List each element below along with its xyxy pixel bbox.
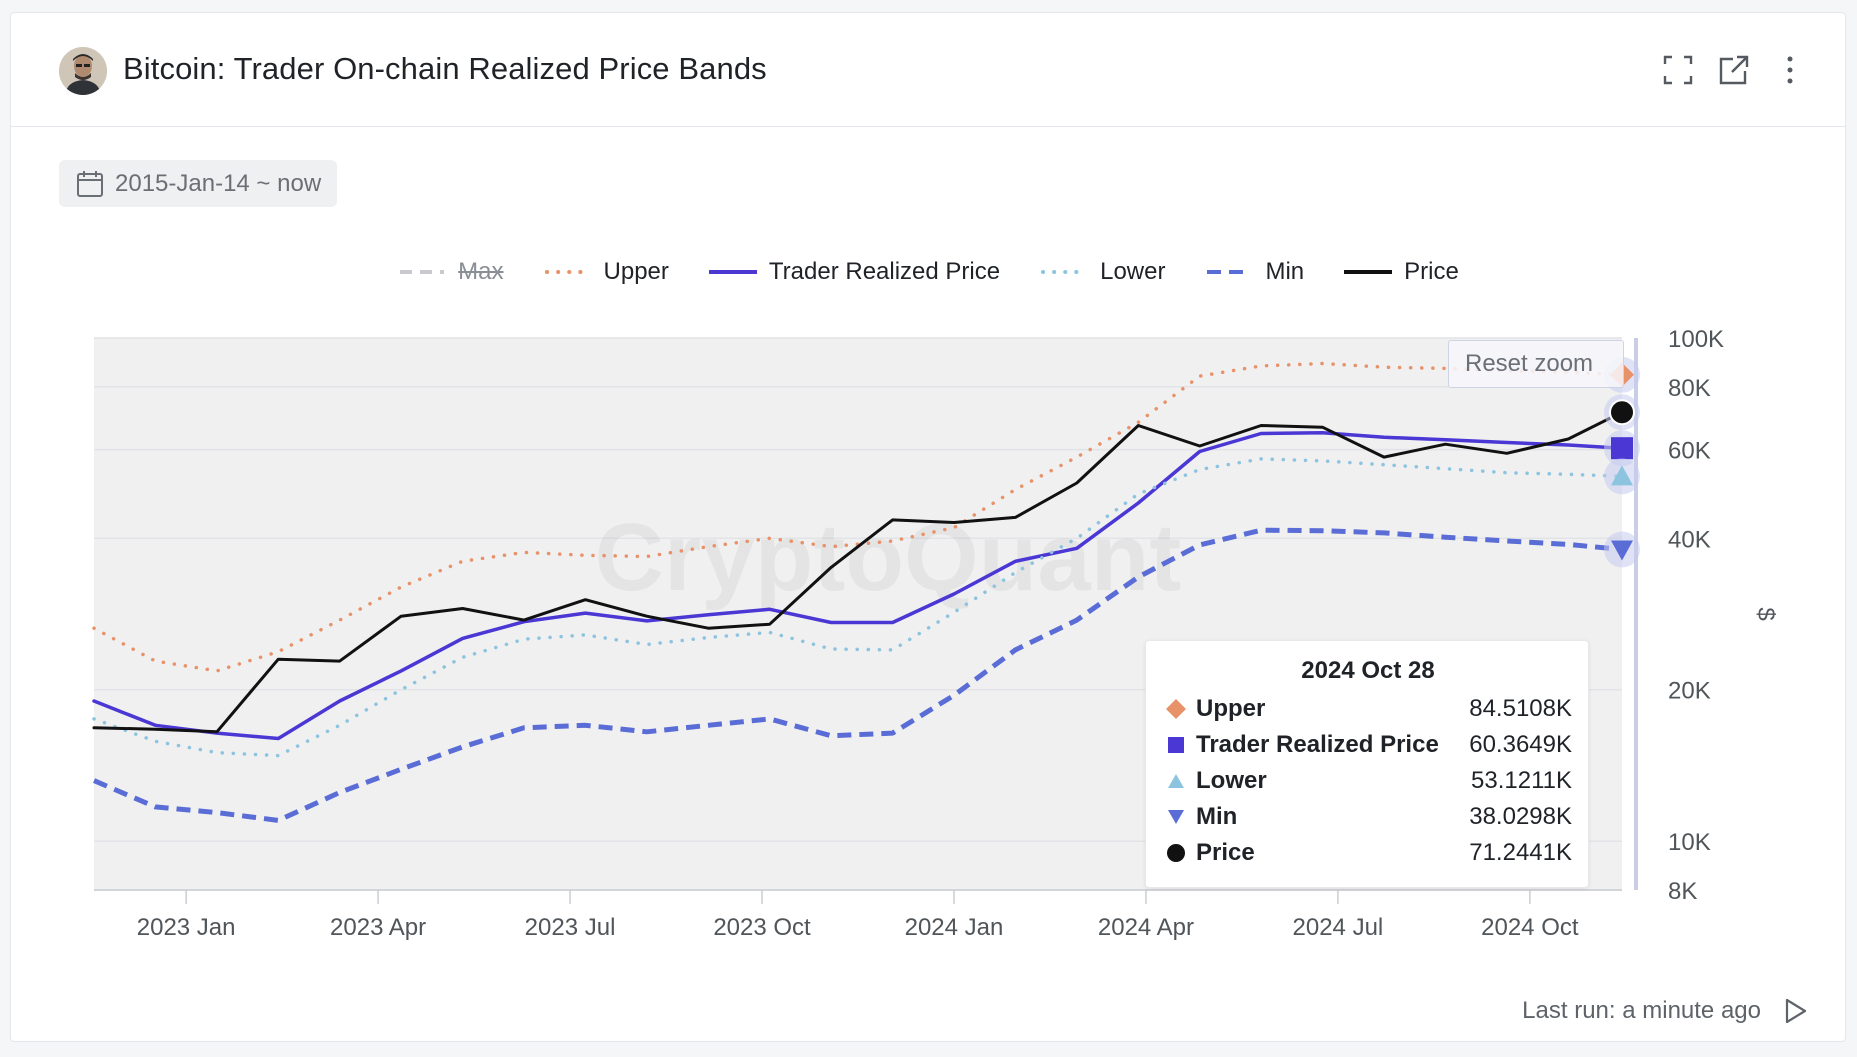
legend-item-upper[interactable]: Upper bbox=[544, 258, 669, 286]
y-tick-label: 80K bbox=[1668, 375, 1711, 402]
marker-min bbox=[1611, 540, 1633, 561]
x-tick-label: 2023 Apr bbox=[330, 914, 426, 941]
legend-item-lower[interactable]: Lower bbox=[1040, 258, 1165, 286]
legend-label-trader: Trader Realized Price bbox=[768, 258, 1001, 285]
x-tick-label: 2023 Jan bbox=[137, 914, 236, 941]
card-header: Bitcoin: Trader On-chain Realized Price … bbox=[11, 13, 1845, 127]
tooltip-value: 71.2441K bbox=[1469, 839, 1572, 866]
y-axis: 8K 10K 20K 40K 60K 80K 100K bbox=[1668, 326, 1724, 905]
x-tick-label: 2024 Apr bbox=[1098, 914, 1194, 941]
author-avatar[interactable] bbox=[59, 47, 107, 95]
diamond-icon bbox=[1164, 697, 1188, 721]
tooltip-row-trader: Trader Realized Price 60.3649K bbox=[1164, 727, 1572, 763]
legend-item-min[interactable]: Min bbox=[1205, 258, 1304, 286]
marker-trader bbox=[1611, 437, 1633, 460]
avatar-image bbox=[59, 47, 107, 95]
x-tick-label: 2024 Jul bbox=[1293, 914, 1384, 941]
fullscreen-icon[interactable] bbox=[1661, 53, 1695, 87]
y-tick-label: 10K bbox=[1668, 829, 1711, 856]
x-tick-label: 2023 Jul bbox=[525, 914, 616, 941]
triangle-down-icon bbox=[1164, 805, 1188, 829]
x-axis: 2023 Jan 2023 Apr 2023 Jul 2023 Oct 2024 Jan… bbox=[137, 890, 1579, 941]
legend-item-max[interactable]: Max bbox=[398, 258, 504, 286]
circle-icon bbox=[1164, 841, 1188, 865]
series-min[interactable] bbox=[93, 527, 1623, 823]
tooltip-date: 2024 Oct 28 bbox=[1301, 657, 1435, 684]
square-icon bbox=[1164, 733, 1188, 757]
x-tick-label: 2024 Jan bbox=[905, 914, 1004, 941]
date-range-picker[interactable]: 2015-Jan-14 ~ now bbox=[59, 160, 338, 207]
chart-tooltip: 2024 Oct 28 Upper 84.5108K Trader Realiz… bbox=[1145, 640, 1589, 888]
tooltip-value: 38.0298K bbox=[1469, 803, 1572, 830]
legend-label-min: Min bbox=[1265, 258, 1305, 285]
tooltip-value: 53.1211K bbox=[1471, 767, 1572, 794]
legend-item-trader[interactable]: Trader Realized Price bbox=[708, 258, 1001, 286]
more-vertical-icon[interactable] bbox=[1773, 53, 1807, 87]
series-lines bbox=[92, 361, 1624, 823]
card-footer: Last run: a minute ago bbox=[1522, 997, 1809, 1025]
tooltip-name: Upper bbox=[1196, 695, 1266, 722]
tooltip-name: Min bbox=[1196, 803, 1238, 830]
y-axis-title: $ bbox=[1752, 607, 1779, 620]
tooltip-row-min: Min 38.0298K bbox=[1164, 799, 1572, 835]
chart-title: Bitcoin: Trader On-chain Realized Price … bbox=[123, 51, 767, 86]
marker-price bbox=[1609, 399, 1635, 426]
tooltip-value: 84.5108K bbox=[1469, 695, 1572, 722]
tooltip-name: Lower bbox=[1196, 767, 1267, 794]
x-tick-label: 2024 Oct bbox=[1481, 914, 1579, 941]
y-tick-label: 60K bbox=[1668, 438, 1711, 465]
last-run-label: Last run: a minute ago bbox=[1522, 997, 1761, 1024]
series-price[interactable] bbox=[92, 410, 1624, 734]
y-tick-label: 20K bbox=[1668, 678, 1711, 705]
series-upper[interactable] bbox=[92, 361, 1624, 673]
external-link-icon[interactable] bbox=[1717, 53, 1751, 87]
legend-label-price: Price bbox=[1404, 258, 1459, 285]
date-range-label: 2015-Jan-14 ~ now bbox=[115, 169, 322, 197]
tooltip-row-upper: Upper 84.5108K bbox=[1164, 691, 1572, 727]
legend-item-price[interactable]: Price bbox=[1344, 258, 1459, 286]
series-lower[interactable] bbox=[92, 457, 1624, 758]
tooltip-name: Trader Realized Price bbox=[1196, 731, 1439, 758]
legend-label-max: Max bbox=[458, 258, 504, 285]
y-tick-label: 100K bbox=[1668, 326, 1724, 353]
legend-label-lower: Lower bbox=[1100, 258, 1166, 285]
marker-lower bbox=[1611, 465, 1633, 486]
tooltip-name: Price bbox=[1196, 839, 1255, 866]
triangle-up-icon bbox=[1164, 769, 1188, 793]
reset-zoom-button[interactable]: Reset zoom bbox=[1448, 340, 1624, 388]
calendar-icon bbox=[77, 170, 103, 197]
tooltip-row-price: Price 71.2441K bbox=[1164, 835, 1572, 871]
y-tick-label: 40K bbox=[1668, 526, 1711, 553]
y-tick-label: 8K bbox=[1668, 878, 1697, 905]
play-icon[interactable] bbox=[1781, 997, 1809, 1025]
series-trader-realized-price[interactable] bbox=[92, 431, 1624, 741]
legend-label-upper: Upper bbox=[603, 258, 669, 285]
watermark: CryptoQuant bbox=[595, 504, 1182, 611]
tooltip-row-lower: Lower 53.1211K bbox=[1164, 763, 1572, 799]
tooltip-value: 60.3649K bbox=[1469, 731, 1572, 758]
x-tick-label: 2023 Oct bbox=[713, 914, 811, 941]
chart-legend: Max Upper Trader Realized Price Lower Mi… bbox=[0, 258, 1857, 286]
